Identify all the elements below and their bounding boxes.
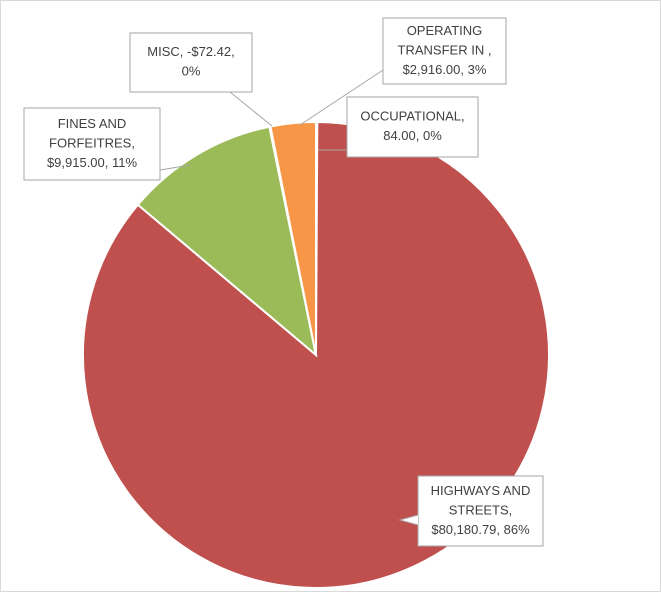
data-label: $2,916.00, 3% [403, 62, 487, 77]
data-label-box [23, 107, 161, 181]
pie-slice [136, 125, 318, 358]
data-label-box [417, 475, 544, 547]
data-label: $9,915.00, 11% [47, 155, 138, 170]
data-label: MISC, -$72.42, [147, 44, 234, 59]
data-label: $80,180.79, 86% [431, 522, 530, 537]
data-label: TRANSFER IN , [398, 42, 492, 57]
data-label: HIGHWAYS AND [431, 483, 531, 498]
data-label: 0% [182, 64, 201, 79]
data-label: STREETS, [449, 502, 513, 517]
data-label: OPERATING [407, 23, 483, 38]
data-label-box [382, 17, 507, 85]
leader-line [299, 69, 384, 126]
leader-line [398, 514, 419, 526]
data-label: OCCUPATIONAL, [360, 109, 464, 124]
data-label: FORFEITRES, [49, 135, 135, 150]
leader-line [229, 91, 273, 127]
data-label: 84.00, 0% [383, 128, 442, 143]
data-label: FINES AND [58, 116, 127, 131]
leader-line [159, 164, 191, 171]
data-label-box [346, 96, 479, 158]
pie-slice [269, 120, 317, 356]
data-label-box [129, 32, 253, 93]
